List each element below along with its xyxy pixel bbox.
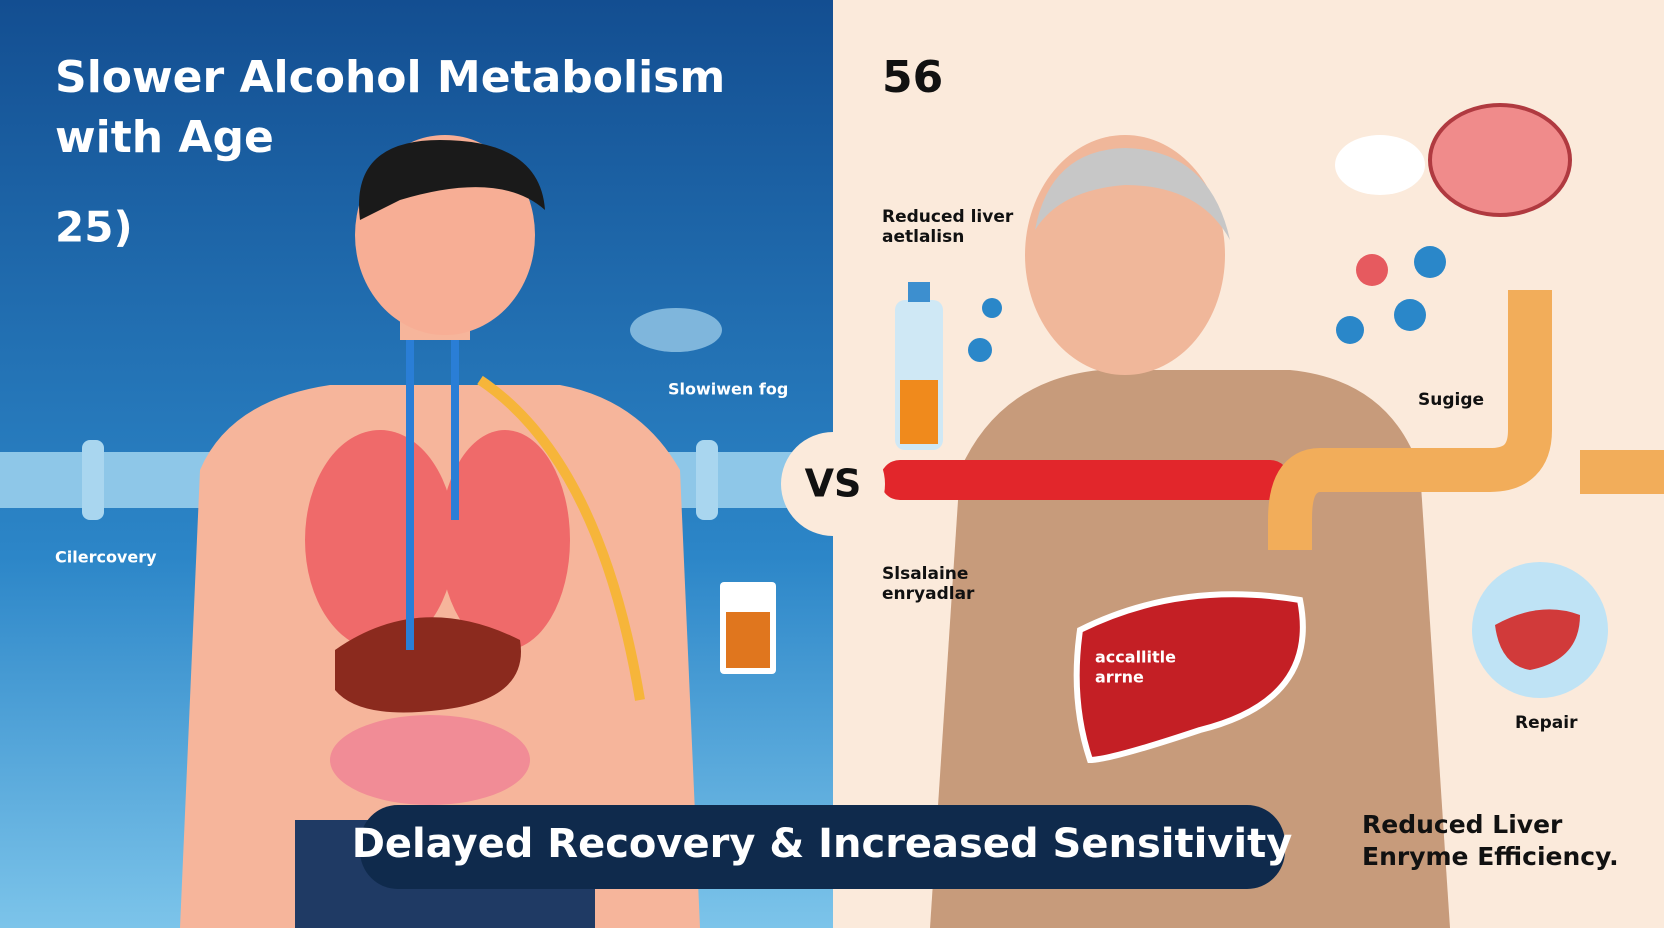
liver-label: arrne [1095,668,1144,687]
liver-note: Reduced liver [882,207,1014,227]
enzyme-note: enryadlar [882,584,975,604]
molecule [1336,316,1364,344]
pipe-label: Sugige [1418,390,1484,410]
vessels [406,310,459,650]
molecule [1394,299,1426,331]
young-hair [359,140,545,220]
molecule [982,298,1002,318]
repair-label: Repair [1515,713,1578,733]
bottle-drink [900,380,938,444]
pipe-joint [696,440,718,520]
molecule [968,338,992,362]
vs-label: VS [805,462,862,506]
fog-label: Slowiwen fog [668,380,788,399]
old-age: 56 [882,52,943,103]
title-line: with Age [55,112,274,163]
old-hair [1035,148,1230,240]
young-liver [335,617,521,713]
brain [1428,103,1572,217]
right-lung [440,430,570,650]
banner-text: Delayed Recovery & Increased Sensitivity [352,821,1293,867]
enzyme-note: Slsalaine [882,564,968,584]
vs-circle [781,432,885,536]
liver-label: accallitle [1095,648,1176,667]
orange-pipe-end [1580,450,1664,494]
pipe-joint [82,440,104,520]
title-line: Slower Alcohol Metabolism [55,52,725,103]
molecule [1414,246,1446,278]
old-liver [1073,591,1306,764]
orange-pipe [1268,290,1552,550]
repair-liver [1495,609,1580,670]
left-lung [305,430,455,650]
glass-drink [726,612,770,668]
blood-vessel [880,460,1290,500]
efficiency-note: Enryme Efficiency. [1362,842,1619,871]
efficiency-note: Reduced Liver [1362,810,1563,839]
young-age: 25) [55,203,133,252]
banner-bg [360,805,1285,889]
cloud [630,308,722,352]
molecule [1356,254,1388,286]
cloud [1335,135,1425,195]
recovery-label: Cilercovery [55,548,157,567]
intestines [330,715,530,805]
nerves [477,375,645,701]
liver-note: aetlalisn [882,227,964,247]
bottle-cap [908,282,930,302]
